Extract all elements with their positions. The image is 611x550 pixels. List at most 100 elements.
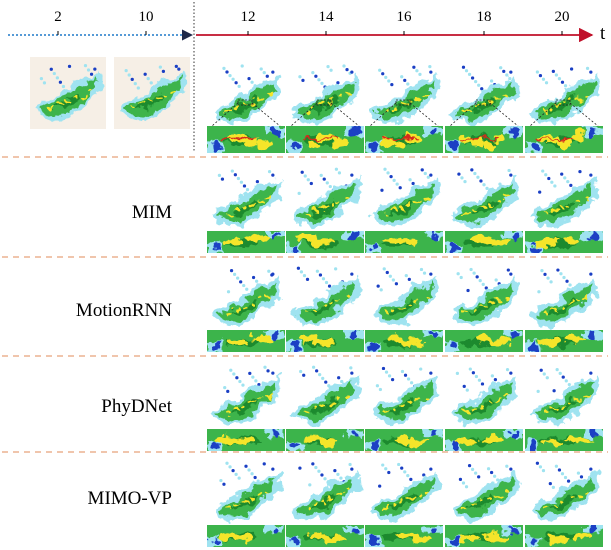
echo-speck xyxy=(560,80,565,84)
echo-core xyxy=(376,477,433,516)
echo-speck xyxy=(271,371,275,375)
pred-zoom-crop-mimo-vp xyxy=(525,525,603,547)
pred-frame-motionrnn xyxy=(531,268,599,326)
echo-strong xyxy=(241,305,248,309)
echo-strong xyxy=(407,401,414,404)
echo-speck xyxy=(49,67,53,71)
echo-strong xyxy=(399,404,406,408)
echo-strong xyxy=(328,100,335,103)
echo-speck xyxy=(479,179,483,183)
echo-speck xyxy=(328,184,332,189)
zoom-guide xyxy=(211,102,239,127)
gt-zoom-crop xyxy=(445,126,523,153)
echo-speck xyxy=(385,270,389,275)
echo-speck xyxy=(559,272,563,276)
echo-strong xyxy=(320,103,327,107)
pred-frame-mim xyxy=(451,168,519,227)
echo-speck xyxy=(579,475,584,479)
echo-speck xyxy=(226,290,231,294)
pred-zoom-crop-mimo-vp xyxy=(207,525,285,547)
model-labels: MIM MotionRNN PhyDNet MIMO-VP xyxy=(76,202,173,509)
echo-speck xyxy=(470,76,475,80)
echo-strong xyxy=(345,197,351,200)
echo-speck xyxy=(228,465,232,469)
echo-speck xyxy=(89,72,94,76)
echo-speck xyxy=(334,267,338,271)
echo-speck xyxy=(271,272,275,276)
echo-strong xyxy=(233,209,240,213)
echo-speck xyxy=(576,471,581,475)
echo-strong xyxy=(559,500,566,504)
echo-speck xyxy=(546,276,550,280)
echo-strong xyxy=(304,506,310,510)
echo-speck xyxy=(378,484,382,488)
pred-frame-phydnet xyxy=(371,366,439,425)
echo-speck xyxy=(384,467,388,471)
echo-strong xyxy=(249,100,256,103)
echo-speck xyxy=(538,73,543,78)
echo-speck xyxy=(419,367,423,371)
echo-speck xyxy=(226,389,230,394)
echo-speck xyxy=(471,371,475,375)
echo-speck xyxy=(509,272,513,276)
echo-speck xyxy=(461,481,466,485)
echo-speck xyxy=(61,84,66,89)
echo-speck xyxy=(239,180,244,184)
echo-strong xyxy=(543,311,549,315)
echo-speck xyxy=(569,183,573,187)
echo-speck xyxy=(327,284,332,288)
echo-speck xyxy=(238,379,242,384)
echo-speck xyxy=(470,467,475,472)
echo-speck xyxy=(327,384,331,388)
echo-strong xyxy=(312,503,319,507)
pred-frame-phydnet xyxy=(292,365,360,425)
echo-strong xyxy=(383,212,389,216)
echo-speck xyxy=(544,173,548,177)
echo-speck xyxy=(324,380,328,384)
echo-speck xyxy=(589,467,593,471)
echo-speck xyxy=(297,191,301,196)
echo-strong xyxy=(416,299,422,302)
echo-strong xyxy=(304,311,310,315)
echo-speck xyxy=(39,76,44,81)
echo-strong xyxy=(258,200,264,203)
echo-speck xyxy=(241,383,245,387)
echo-speck xyxy=(580,378,584,382)
echo-speck xyxy=(457,172,461,176)
gt-frame xyxy=(213,64,281,124)
output-ticks: 12 14 16 18 20 xyxy=(241,9,570,35)
echo-speck xyxy=(67,64,72,68)
echo-speck xyxy=(387,470,391,475)
echo-strong xyxy=(496,494,502,497)
echo-strong xyxy=(479,404,486,408)
echo-speck xyxy=(389,175,393,179)
echo-core xyxy=(297,80,354,119)
echo-strong xyxy=(155,97,162,100)
echo-strong xyxy=(225,212,231,216)
echo-speck xyxy=(490,374,494,378)
echo-speck xyxy=(400,75,404,79)
echo-speck xyxy=(321,376,325,380)
echo-speck xyxy=(535,461,540,465)
echo-core xyxy=(536,80,593,119)
echo-strong xyxy=(241,500,248,504)
echo-speck xyxy=(232,272,237,277)
echo-strong xyxy=(383,311,389,315)
echo-speck xyxy=(412,65,416,69)
tick-label-input: 10 xyxy=(139,9,154,25)
echo-speck xyxy=(485,186,489,191)
zoom-region-box xyxy=(316,99,332,106)
echo-speck xyxy=(505,464,509,468)
echo-speck xyxy=(544,81,549,85)
echo-strong xyxy=(233,503,240,507)
echo-speck xyxy=(236,176,241,181)
zoom-guide xyxy=(369,102,397,127)
echo-core xyxy=(536,282,593,321)
echo-speck xyxy=(429,70,433,74)
echo-speck xyxy=(322,177,326,181)
echo-speck xyxy=(418,72,422,77)
echo-speck xyxy=(563,84,568,88)
echo-strong xyxy=(337,200,343,203)
echo-strong xyxy=(88,91,94,94)
echo-strong xyxy=(266,197,272,200)
